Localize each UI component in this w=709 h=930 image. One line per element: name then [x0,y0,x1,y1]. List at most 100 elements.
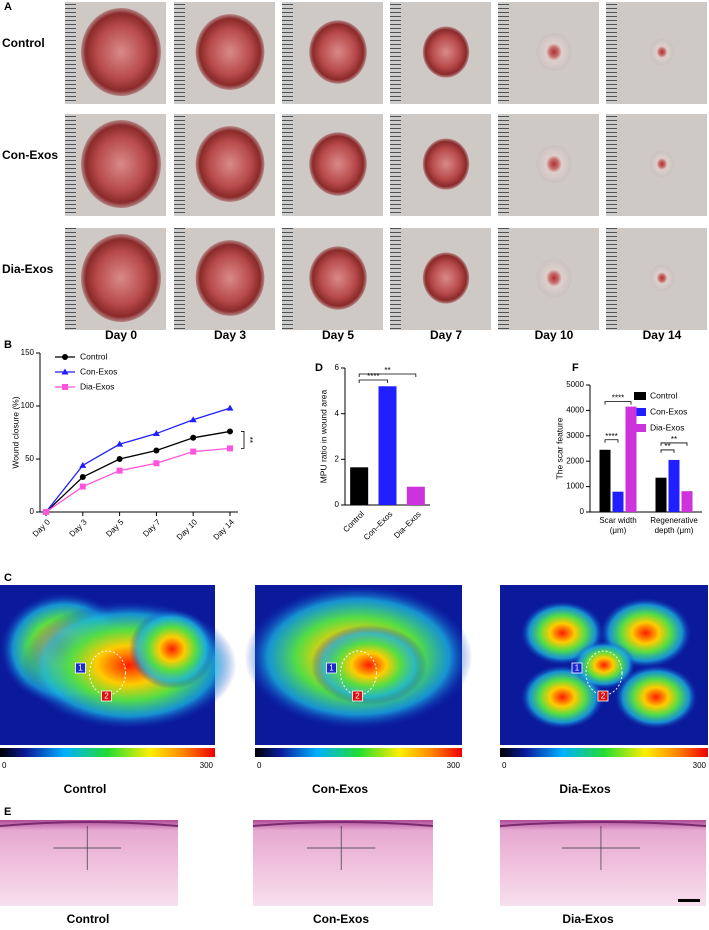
roi-marker [326,662,337,674]
photo-ruler [282,2,293,104]
tissue-surface [0,821,179,827]
photo-ruler [390,2,401,104]
tissue-surface [499,821,707,827]
photo-ruler [65,114,76,216]
y-tick-label: 5000 [566,380,584,389]
legend-label: Con-Exos [80,366,117,376]
y-tick-label: 1000 [566,482,584,491]
data-point [189,416,197,423]
photo-ruler [174,2,185,104]
roi-marker [101,690,112,702]
significance-label: **** [367,372,379,381]
legend-marker [62,354,68,360]
tissue-surface [252,821,434,827]
roi-marker [75,662,86,674]
group-label: Con-Exos [312,782,368,796]
significance-bracket [604,439,619,443]
y-tick-label: 100 [21,401,35,410]
wound-area [422,138,470,190]
scale-max: 300 [693,761,707,770]
x-tick-label: Day 10 [175,517,200,542]
histology-image [253,820,433,906]
panel-label: E [4,806,11,818]
data-point [116,467,123,474]
panel-label: F [572,362,579,374]
scale-max: 300 [200,761,214,770]
wound-area [422,26,470,78]
y-axis-label: The scar feature [554,417,564,479]
wound-area [309,246,367,310]
photo-ruler [606,228,617,330]
wound-area [536,32,572,72]
legend-swatch [634,424,646,432]
photo-ruler [174,114,185,216]
roi-label: 2 [104,692,109,701]
data-point [43,509,49,515]
bar [378,386,397,505]
photo-ruler [390,228,401,330]
x-tick-label: Day 14 [212,517,237,542]
series-line [45,430,231,513]
panel-label: D [315,362,323,374]
roi-outline [340,650,377,696]
photo-ruler [282,228,293,330]
wound-area [650,150,674,178]
wound-area [536,258,572,298]
photo-ruler [606,114,617,216]
significance-label: **** [612,394,624,403]
roi-outline [585,650,623,696]
significance-bracket [358,379,388,383]
group-label: Control [67,912,110,926]
photo-ruler [65,228,76,330]
wound-area [195,240,265,316]
x-tick-label: Day 5 [104,517,126,539]
y-tick-label: 3000 [566,431,584,440]
data-point [227,428,233,435]
y-tick-label: 150 [21,348,35,357]
x-tick-label: Regenerative [650,516,698,525]
column-label: Day 0 [105,328,137,342]
legend-label: Dia-Exos [80,381,114,391]
data-point [116,440,124,447]
roi-label: 2 [601,692,606,701]
wound-area [195,14,265,90]
data-point [227,445,233,452]
perfusion-blob [614,665,698,729]
y-tick-label: 0 [30,507,35,516]
y-axis-label: MPU ratio in wound area [318,389,328,483]
bar [655,477,667,512]
significance-label: ** [245,437,254,443]
legend-swatch [634,392,646,400]
legend-label: Control [650,390,678,400]
photo-ruler [390,114,401,216]
photo-ruler [498,2,509,104]
histology-image [500,820,706,906]
significance-bracket [241,431,245,449]
scale-bar [678,899,700,902]
y-tick-label: 0 [580,507,585,516]
scale-min: 0 [257,761,262,770]
data-point [79,461,87,468]
data-point [116,456,123,462]
wound-area [195,126,265,202]
x-tick-label: Day 0 [31,517,53,539]
wound-area [81,234,161,322]
panel-label: C [4,572,12,584]
x-tick-label: Day 7 [141,517,163,539]
legend-swatch [634,408,646,416]
scale-max: 300 [447,761,461,770]
roi-label: 1 [329,664,334,673]
series-line [45,407,231,513]
photo-ruler [606,2,617,104]
roi-marker [352,690,363,702]
column-label: Day 7 [430,328,462,342]
row-label: Control [2,36,45,50]
bar [406,486,425,505]
roi-marker [571,662,583,674]
x-tick-label: Control [341,509,366,534]
photo-ruler [65,2,76,104]
series-line [45,447,231,513]
group-label: Dia-Exos [562,912,614,926]
y-axis-label: Wound closure (%) [10,396,20,468]
